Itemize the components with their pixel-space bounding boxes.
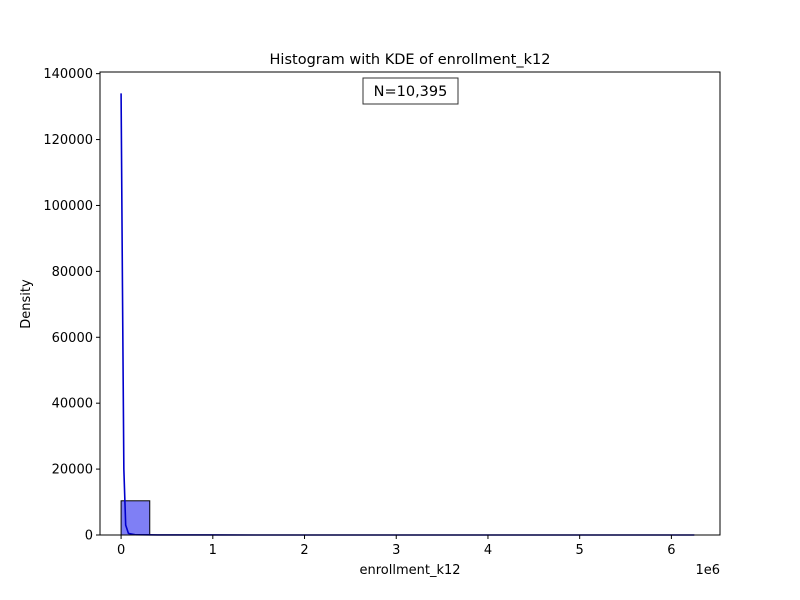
x-tick-label: 3 <box>392 543 400 558</box>
x-tick-label: 4 <box>484 543 492 558</box>
y-tick-label: 80000 <box>52 265 93 280</box>
y-axis-label: Density <box>19 279 34 329</box>
x-tick-label: 6 <box>667 543 675 558</box>
y-tick-label: 0 <box>85 529 93 544</box>
annotation-box <box>362 77 459 105</box>
y-tick-label: 60000 <box>52 331 93 346</box>
x-tick-label: 2 <box>300 543 308 558</box>
chart-title: Histogram with KDE of enrollment_k12 <box>270 52 551 68</box>
y-tick-label: 40000 <box>52 397 93 412</box>
annotation-text: N=10,395 <box>374 84 448 100</box>
count-annotation: N=10,395 <box>362 77 459 105</box>
x-axis-ticks: 0 1 2 3 4 5 6 <box>117 535 676 558</box>
plot-area-frame <box>99 71 721 536</box>
y-tick-label: 20000 <box>52 463 93 478</box>
x-axis-offset-label: 1e6 <box>695 563 720 578</box>
x-tick-label: 0 <box>117 543 125 558</box>
y-axis-ticks: 0 20000 40000 60000 80000 100000 120000 140000 <box>43 67 100 544</box>
x-tick-label: 1 <box>209 543 217 558</box>
x-axis-label: enrollment_k12 <box>359 563 460 578</box>
y-tick-label: 100000 <box>43 199 93 214</box>
y-tick-label: 140000 <box>43 67 93 82</box>
y-tick-label: 120000 <box>43 133 93 148</box>
x-tick-label: 5 <box>576 543 584 558</box>
